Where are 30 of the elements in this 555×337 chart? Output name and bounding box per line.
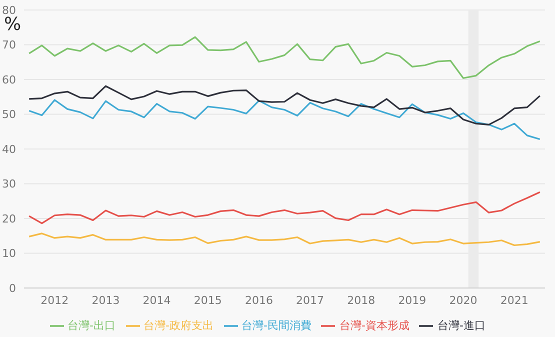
y-tick-label: 80 — [2, 4, 16, 17]
y-tick-label: 0 — [9, 282, 16, 295]
legend-label: 台灣-出口 — [68, 319, 116, 332]
y-axis-title: % — [4, 14, 22, 35]
legend-label: 台灣-進口 — [437, 319, 486, 332]
line-series — [28, 99, 541, 140]
y-tick-label: 70 — [2, 38, 16, 52]
line-series — [28, 36, 541, 79]
y-tick-label: 60 — [2, 73, 16, 86]
y-tick-label: 10 — [2, 247, 16, 260]
y-tick-label: 40 — [2, 142, 16, 156]
line-series — [28, 85, 541, 126]
x-tick-label: 2020 — [449, 294, 478, 307]
x-tick-label: 2021 — [500, 294, 528, 307]
x-tick-label: 2016 — [244, 294, 273, 307]
y-tick-label: 20 — [2, 212, 16, 226]
line-series — [28, 191, 541, 224]
x-tick-label: 2013 — [92, 294, 120, 307]
legend-label: 台灣-政府支出 — [144, 319, 214, 332]
x-tick-label: 2014 — [142, 294, 171, 307]
y-tick-label: 30 — [2, 178, 16, 191]
legend-label: 台灣-民間消費 — [242, 319, 312, 332]
x-tick-label: 2017 — [296, 294, 324, 307]
x-tick-label: 2012 — [40, 294, 69, 307]
y-tick-label: 50 — [2, 108, 16, 122]
legend-label: 台灣-資本形成 — [339, 319, 410, 332]
line-series — [28, 232, 541, 246]
x-tick-label: 2015 — [194, 294, 222, 307]
x-tick-label: 2018 — [347, 294, 376, 307]
x-tick-label: 2019 — [398, 294, 426, 307]
